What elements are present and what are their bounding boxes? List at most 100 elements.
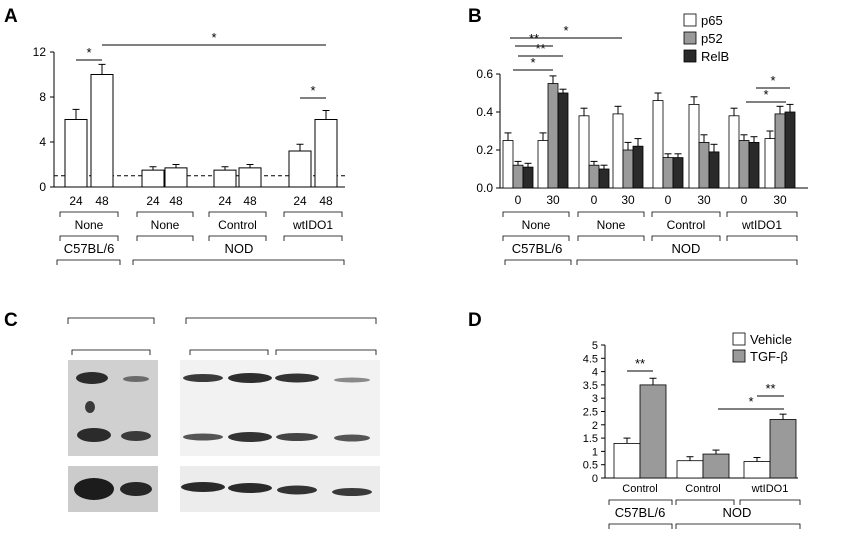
panel-d-bar-1-0 (639, 384, 667, 479)
panel-a-bar-1 (90, 74, 114, 188)
panel-b-sig-5-label: * (763, 87, 768, 102)
band-tubulin-lane4 (228, 483, 272, 493)
panel-b-xtick-label-4: 0 (665, 193, 672, 207)
band-p52-lane2 (121, 431, 151, 441)
panel-letter-b: B (468, 6, 482, 27)
panel-d-bar-0-0 (613, 443, 641, 479)
panel-b-sig-4-label: * (770, 73, 775, 88)
panel-b-bar-RelB-3 (632, 145, 644, 189)
panel-b-bar-p65-0 (502, 140, 514, 189)
panel-d-strain-0: C57BL/6 (615, 505, 666, 520)
panel-c-group-left-bracket (71, 349, 151, 355)
panel-b-xtick-label-6: 0 (741, 193, 748, 207)
band-p52-lane3 (183, 433, 223, 441)
panel-d-group-bracket-0 (608, 499, 673, 505)
panel-b-bar-RelB-1 (557, 92, 569, 189)
panel-b-bars: 0 30 0 30 0 30 0 30 None None Control wtIDO1 C57BL/6… (502, 75, 798, 265)
panel-b-time-bracket-3 (726, 211, 798, 217)
panel-a-time-bracket-1 (136, 211, 194, 217)
panel-a-strain-bracket-1 (132, 259, 345, 265)
panel-b-group-label-1: None (597, 218, 626, 232)
panel-d-bars: Control Control wtIDO1 C57BL/6 NOD (608, 377, 801, 529)
panel-d-group-label-0: Control (622, 483, 657, 495)
band-p100-lane2 (123, 376, 149, 382)
panel-d-ytick-label-2: 1 (592, 446, 598, 458)
panel-d-sig-0-label: ** (635, 356, 645, 371)
panel-d-ytick-label-4: 2 (592, 420, 598, 432)
panel-b-bar-p65-1 (537, 140, 549, 189)
panel-a-xtick-label-5: 48 (243, 194, 257, 208)
panel-b-bar-p65-3 (612, 113, 624, 189)
panel-b-bar-RelB-5 (708, 151, 720, 189)
panel-b-bar-p52-1 (547, 83, 559, 189)
panel-a-xtick-label-3: 48 (169, 194, 183, 208)
panel-b-ytick-label-0: 0.0 (476, 181, 493, 195)
panel-d-legend-swatch-1 (732, 349, 746, 363)
panel-d-ytick-label-8: 4 (592, 367, 598, 379)
panel-d-strain-1: NOD (723, 505, 752, 520)
band-p100-lane6 (334, 377, 370, 383)
panel-c-group-mid-bracket (189, 349, 269, 355)
panel-b-strain-1: NOD (672, 241, 701, 256)
panel-b-time-bracket-2 (651, 211, 721, 217)
panel-b-bar-RelB-2 (598, 168, 610, 189)
panel-a-group-label-2: Control (218, 218, 257, 232)
panel-c-group-right-bracket (275, 349, 377, 355)
panel-b-sig-3-label: * (530, 55, 535, 70)
panel-a-ytick-label-0: 0 (39, 180, 46, 194)
panel-b-bar-p52-0 (512, 164, 524, 189)
panel-b-time-bracket-0 (502, 211, 570, 217)
band-spot-lane1 (85, 401, 95, 413)
panel-b-bar-p52-5 (698, 141, 710, 189)
panel-d-ytick-label-6: 3 (592, 393, 598, 405)
panel-a-group-bracket-3 (283, 235, 343, 241)
band-tubulin-lane5 (277, 485, 317, 495)
band-tubulin-lane1 (74, 478, 114, 500)
panel-b-group-label-3: wtIDO1 (741, 218, 782, 232)
panel-a-xtick-label-0: 24 (69, 194, 83, 208)
panel-b-strain-bracket-1 (576, 259, 798, 265)
panel-b-ytick-label-2: 0.4 (476, 105, 493, 119)
panel-b-bar-RelB-0 (522, 166, 534, 189)
panel-d-strain-bracket-0 (608, 523, 673, 529)
panel-b-ytick-label-1: 0.2 (476, 143, 493, 157)
band-tubulin-lane6 (332, 488, 372, 496)
panel-c-strain-right-bracket (185, 317, 377, 324)
panel-a-xtick-label-6: 24 (293, 194, 307, 208)
panel-d-bar-1-1 (702, 453, 730, 479)
panel-b-bar-p52-6 (738, 140, 750, 189)
panel-c-bands (74, 372, 372, 500)
panel-a-bar-5 (238, 167, 262, 188)
panel-a-group-bracket-2 (208, 235, 267, 241)
panel-b-bar-p65-2 (578, 115, 590, 189)
panel-b-bar-p65-4 (652, 100, 664, 189)
panel-d-bar-1-2 (769, 419, 797, 479)
panel-b-bar-p52-7 (774, 113, 786, 189)
panel-d-ytick-label-7: 3.5 (583, 380, 598, 392)
panel-a-group-bracket-1 (136, 235, 194, 241)
panel-b-significance: ******** (510, 23, 790, 103)
panel-b-bar-p52-4 (662, 157, 674, 189)
panel-d-group-bracket-2 (739, 499, 801, 505)
band-p52-lane6 (334, 434, 370, 442)
panel-b-xtick-label-3: 30 (621, 193, 635, 207)
panel-a-ytick-label-2: 8 (39, 90, 46, 104)
panel-b-legend-label-p52: p52 (701, 31, 723, 46)
panel-b-sig-2-label: ** (535, 41, 545, 56)
panel-d: 00.5 11.522.5 33.54 4.55 Control Control wtID… (583, 332, 801, 529)
panel-b-group-bracket-1 (577, 235, 645, 241)
band-tubulin-lane2 (120, 482, 152, 496)
panel-d-strain-bracket-1 (675, 523, 801, 529)
panel-a-group-bracket-0 (59, 235, 119, 241)
panel-b-xtick-label-2: 0 (591, 193, 598, 207)
panel-d-sig-2-label: ** (765, 381, 775, 396)
panel-b-bar-RelB-6 (748, 141, 760, 189)
panel-b-bar-p65-7 (764, 138, 776, 189)
panel-b-xtick-label-5: 30 (697, 193, 711, 207)
panel-b-time-bracket-1 (577, 211, 645, 217)
panel-a-xtick-label-7: 48 (319, 194, 333, 208)
panel-b-group-label-0: None (522, 218, 551, 232)
panel-b-group-bracket-3 (726, 235, 798, 241)
panel-d-ytick-label-9: 4.5 (583, 353, 598, 365)
